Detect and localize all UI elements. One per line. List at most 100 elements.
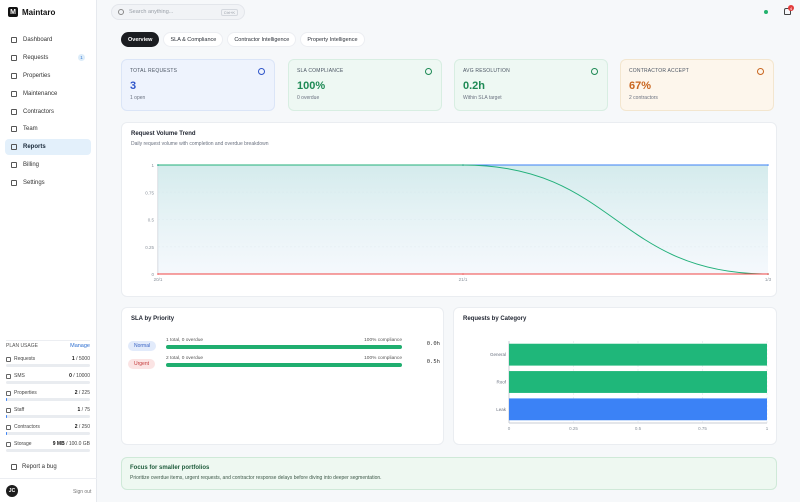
usage-bar-fill	[6, 398, 7, 401]
tab-contractor-intelligence[interactable]: Contractor Intelligence	[227, 32, 297, 47]
series-point-1	[462, 164, 464, 166]
x-tick-label: 0	[508, 426, 511, 431]
usage-sms: SMS 0 / 10000	[6, 373, 90, 384]
sidebar-item-contractors[interactable]: Contractors	[5, 104, 91, 120]
kpi-card-contractor-accept: CONTRACTOR ACCEPT 67% 2 contractors	[620, 59, 774, 111]
grid-icon	[11, 37, 17, 43]
sidebar-item-settings[interactable]: Settings	[5, 175, 91, 191]
request-volume-title: Request Volume Trend	[131, 131, 196, 137]
usage-staff-icon	[6, 407, 11, 413]
series-line-1	[158, 164, 769, 275]
usage-name: SMS	[14, 373, 25, 379]
series-point-1	[157, 164, 159, 166]
usage-contractors-icon	[6, 424, 11, 430]
kpi-card-sla-compliance: SLA COMPLIANCE 100% 0 overdue	[288, 59, 442, 111]
request-volume-subtitle: Daily request volume with completion and…	[131, 141, 269, 147]
sidebar-item-reports[interactable]: Reports	[5, 139, 91, 156]
usage-name: Properties	[14, 390, 37, 396]
request-volume-chart: 0 0.25 0.5 0.75 1 20/1 21/1 1/3	[145, 163, 771, 282]
sidebar-item-label: Dashboard	[23, 37, 53, 43]
report-tabs: Overview SLA & Compliance Contractor Intel…	[121, 32, 365, 47]
kpi-card-total-requests: TOTAL REQUESTS 3 1 open	[121, 59, 275, 111]
report-bug-link[interactable]: Report a bug	[11, 464, 57, 470]
tab-property-intelligence[interactable]: Property Intelligence	[300, 32, 365, 47]
shield-icon	[425, 68, 432, 75]
category-bar	[509, 371, 767, 393]
kpi-value: 3	[130, 80, 137, 92]
hardhat-icon	[11, 108, 17, 115]
report-bug-label: Report a bug	[22, 464, 57, 470]
tip-title: Focus for smaller portfolios	[130, 465, 210, 471]
usage-bar	[6, 364, 90, 367]
y-tick-label: 0.25	[145, 245, 154, 250]
clock-icon	[591, 68, 598, 75]
sidebar-item-properties[interactable]: Properties	[5, 68, 91, 84]
usage-name: Storage	[14, 441, 32, 447]
bar-chart-icon	[11, 144, 17, 151]
sidebar-item-label: Reports	[23, 144, 46, 151]
kpi-sub: Within SLA target	[463, 95, 502, 101]
wrench-icon	[11, 90, 17, 97]
sidebar-item-team[interactable]: Team	[5, 121, 91, 137]
category-label: Roof	[496, 380, 506, 385]
building-icon	[11, 72, 17, 79]
priority-meta: 2 total, 0 overdue	[166, 356, 204, 361]
kpi-sub: 0 overdue	[297, 95, 320, 101]
kpi-sub: 2 contractors	[629, 95, 658, 101]
usage-name: Staff	[14, 407, 25, 413]
category-bar	[509, 343, 767, 366]
sidebar-item-label: Properties	[23, 72, 51, 79]
sidebar-item-requests[interactable]: Requests 1	[5, 50, 91, 66]
x-tick-label: 1	[766, 426, 769, 431]
usage-bar	[6, 398, 90, 401]
kpi-label: SLA COMPLIANCE	[297, 68, 344, 74]
bell-icon[interactable]	[784, 8, 791, 15]
usage-used: 1	[71, 356, 75, 362]
bug-icon	[11, 464, 17, 470]
tab-overview[interactable]: Overview	[121, 32, 160, 47]
priority-meta: 1 total, 0 overdue	[166, 338, 204, 343]
sidebar-item-label: Settings	[23, 180, 45, 187]
usage-properties-icon	[6, 390, 11, 396]
sidebar-item-maintenance[interactable]: Maintenance	[5, 86, 91, 102]
category-card: Requests by Category 0 0.25 0.5 0.75 1 Genera…	[453, 307, 777, 445]
app-logo[interactable]: M Maintaro	[8, 7, 55, 17]
y-tick-label: 0.75	[145, 190, 154, 195]
usage-limit: 225	[81, 390, 90, 396]
series-point-2	[462, 273, 464, 275]
tab-sla-compliance[interactable]: SLA & Compliance	[163, 32, 224, 47]
kpi-value: 100%	[297, 80, 326, 92]
priority-badge: Urgent	[128, 359, 156, 369]
search-bar[interactable]: Search anything... Ctrl+K	[111, 4, 245, 20]
gear-icon	[11, 180, 17, 187]
kpi-label: TOTAL REQUESTS	[130, 68, 178, 74]
usage-requests: Requests 1 / 5000	[6, 356, 90, 367]
sidebar: M Maintaro Dashboard Requests 1 Properties M…	[0, 0, 97, 502]
sidebar-item-label: Team	[23, 126, 38, 133]
kpi-card-avg-resolution: AVG RESOLUTION 0.2h Within SLA target	[454, 59, 608, 111]
x-tick-label: 20/1	[154, 277, 163, 282]
usage-sms-icon	[6, 373, 11, 379]
plan-usage: PLAN USAGE Manage Requests 1 / 5000 SMS 0 /…	[6, 340, 90, 458]
x-tick-label: 0.5	[635, 426, 642, 431]
category-label: Leak	[496, 407, 507, 412]
sign-out-link[interactable]: Sign out	[73, 489, 92, 495]
usage-bar	[6, 432, 90, 435]
series-point-2	[157, 273, 159, 275]
users-icon	[11, 126, 17, 133]
usage-bar	[6, 415, 90, 418]
y-tick-label: 1	[151, 163, 154, 168]
sidebar-item-billing[interactable]: Billing	[5, 157, 91, 173]
avatar[interactable]: JC	[6, 485, 18, 497]
app-name: Maintaro	[22, 7, 56, 17]
x-tick-label: 21/1	[459, 277, 468, 282]
usage-name: Requests	[14, 356, 36, 362]
manage-link[interactable]: Manage	[70, 343, 90, 349]
category-chart: 0 0.25 0.5 0.75 1 General Roof Leak	[490, 341, 769, 431]
compliance-bar	[166, 363, 402, 367]
sidebar-item-dashboard[interactable]: Dashboard	[5, 32, 91, 48]
search-icon	[118, 9, 124, 15]
usage-used: 0	[69, 373, 72, 379]
activity-icon	[258, 68, 265, 75]
usage-used: 2	[74, 424, 78, 430]
